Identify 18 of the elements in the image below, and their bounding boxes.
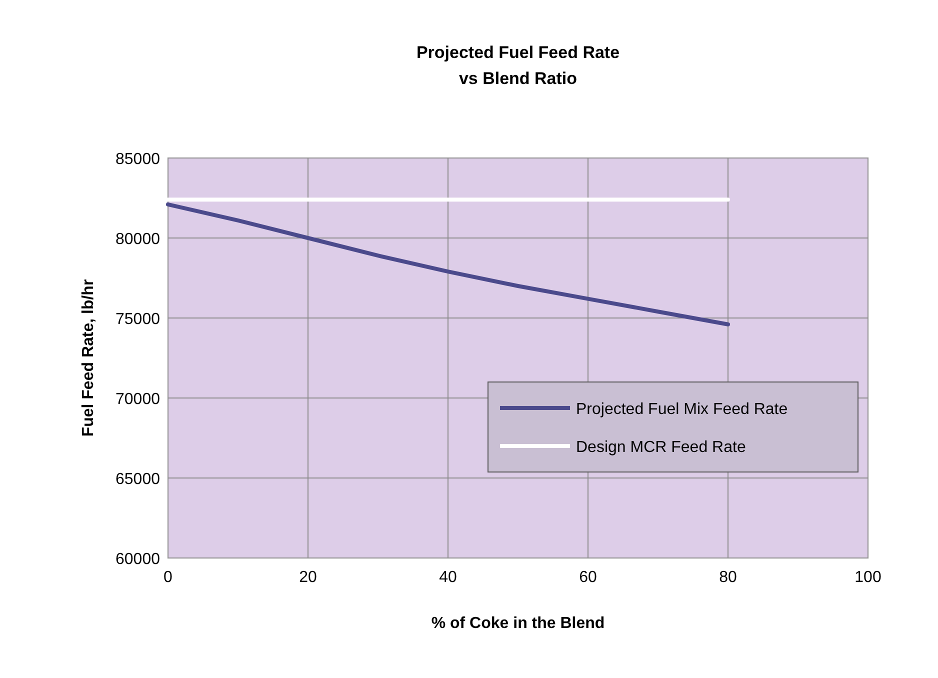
legend-label: Projected Fuel Mix Feed Rate bbox=[576, 401, 788, 418]
x-tick-label: 100 bbox=[854, 569, 882, 586]
y-tick-label: 65000 bbox=[116, 471, 160, 488]
x-tick-label: 40 bbox=[439, 569, 457, 586]
x-axis-title: % of Coke in the Blend bbox=[431, 615, 605, 632]
x-tick-label: 80 bbox=[719, 569, 737, 586]
y-tick-label: 70000 bbox=[116, 391, 160, 408]
y-axis-title: Fuel Feed Rate, lb/hr bbox=[80, 279, 97, 437]
y-tick-label: 85000 bbox=[116, 151, 160, 168]
legend-label: Design MCR Feed Rate bbox=[576, 439, 746, 456]
y-tick-label: 60000 bbox=[116, 551, 160, 568]
x-tick-label: 60 bbox=[579, 569, 597, 586]
chart-title: Projected Fuel Feed Rate vs Blend Ratio bbox=[416, 43, 620, 88]
x-tick-label: 20 bbox=[299, 569, 317, 586]
y-tick-label: 80000 bbox=[116, 231, 160, 248]
line-series bbox=[166, 202, 730, 326]
x-tick-label: 0 bbox=[164, 569, 173, 586]
y-tick-label: 75000 bbox=[116, 311, 160, 328]
